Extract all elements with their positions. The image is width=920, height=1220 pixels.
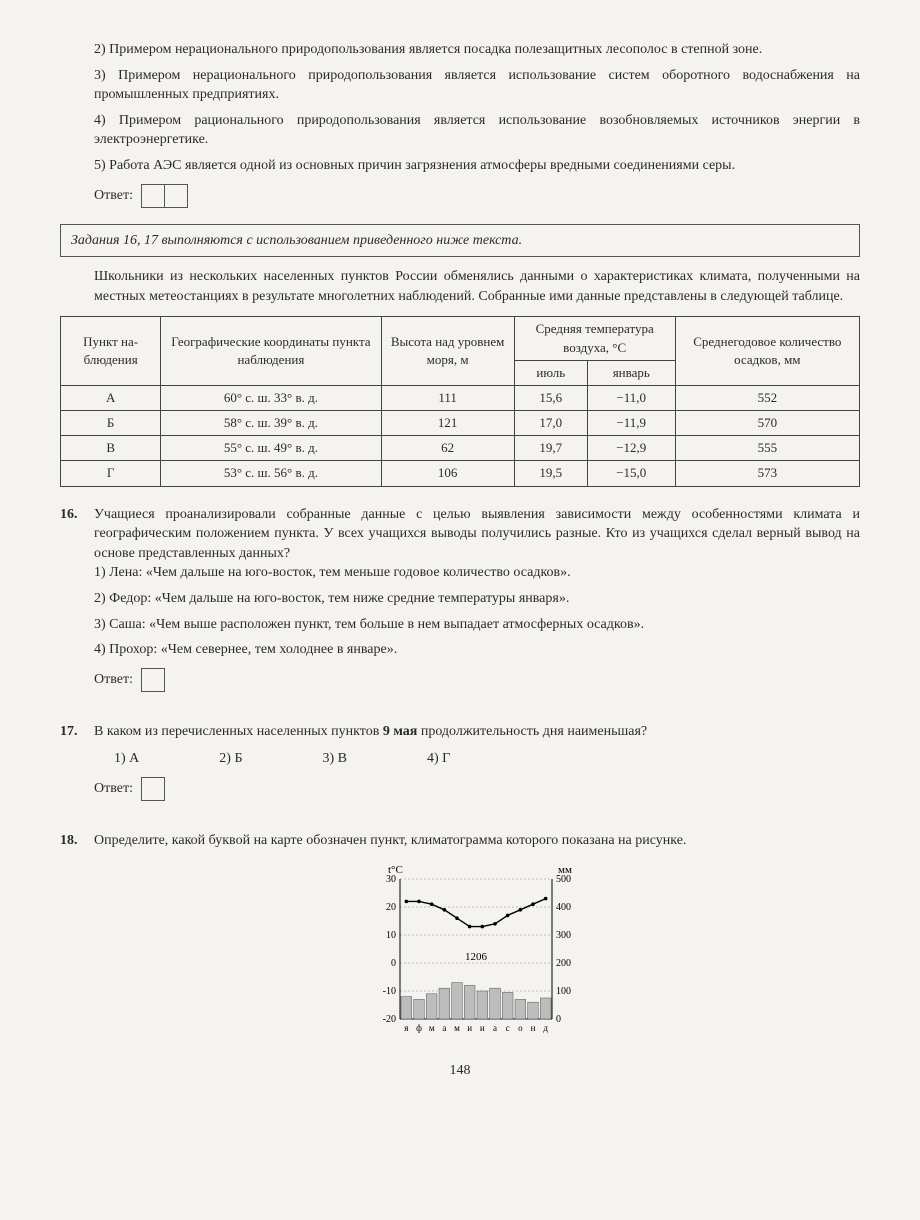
svg-text:н: н xyxy=(531,1023,536,1033)
q17-opt-v: 3) В xyxy=(322,749,347,769)
q16-opt-4: 4) Прохор: «Чем севернее, тем холоднее в… xyxy=(94,640,860,660)
answer-box-1[interactable] xyxy=(141,184,164,208)
answer-top: Ответ: xyxy=(94,184,860,208)
item-3: 3) Примером нерационального природопольз… xyxy=(94,66,860,105)
svg-text:200: 200 xyxy=(556,958,571,969)
climatogram-chart: t°Cмм3020100-10-2050040030020010001206яф… xyxy=(362,861,592,1041)
q17-opt-a: 1) А xyxy=(114,749,139,769)
top-items: 2) Примером нерационального природопольз… xyxy=(94,40,860,208)
svg-text:м: м xyxy=(454,1023,460,1033)
svg-text:400: 400 xyxy=(556,902,571,913)
svg-text:10: 10 xyxy=(386,930,396,941)
svg-text:я: я xyxy=(404,1023,408,1033)
svg-text:20: 20 xyxy=(386,902,396,913)
svg-text:м: м xyxy=(429,1023,435,1033)
svg-text:300: 300 xyxy=(556,930,571,941)
svg-text:0: 0 xyxy=(556,1014,561,1025)
svg-text:о: о xyxy=(518,1023,523,1033)
svg-text:а: а xyxy=(442,1023,446,1033)
svg-text:500: 500 xyxy=(556,874,571,885)
svg-text:0: 0 xyxy=(391,958,396,969)
q16-text: Учащиеся проанализировали собранные данн… xyxy=(94,505,860,564)
svg-text:а: а xyxy=(493,1023,497,1033)
item-5: 5) Работа АЭС является одной из основных… xyxy=(94,156,860,176)
q18-text: Определите, какой буквой на карте обозна… xyxy=(94,831,860,851)
svg-text:и: и xyxy=(480,1023,485,1033)
item-4: 4) Примером рационального природопользов… xyxy=(94,111,860,150)
answer-17: Ответ: xyxy=(94,777,860,801)
table-header-row: Пункт на­блюдения Географические ко­орди… xyxy=(61,317,860,360)
svg-text:30: 30 xyxy=(386,874,396,885)
svg-text:-10: -10 xyxy=(383,986,396,997)
q17-opt-b: 2) Б xyxy=(219,749,242,769)
intro-text: Школьники из нескольких населенных пункт… xyxy=(94,267,860,306)
q16-opt-3: 3) Саша: «Чем выше расположен пункт, тем… xyxy=(94,615,860,635)
question-18: 18. Определите, какой буквой на карте об… xyxy=(60,831,860,1041)
answer-box-17[interactable] xyxy=(141,777,165,801)
q16-opt-1: 1) Лена: «Чем дальше на юго-восток, тем … xyxy=(94,563,860,583)
svg-text:1206: 1206 xyxy=(465,951,488,963)
table-row: А60° с. ш. 33° в. д.11115,6−11,0552 xyxy=(61,385,860,410)
q17-text: В каком из перечисленных населенных пунк… xyxy=(94,722,860,742)
question-17: 17. В каком из перечисленных населенных … xyxy=(60,722,860,817)
climatogram-wrap: t°Cмм3020100-10-2050040030020010001206яф… xyxy=(94,861,860,1041)
table-row: В55° с. ш. 49° в. д.6219,7−12,9555 xyxy=(61,436,860,461)
answer-box-16[interactable] xyxy=(141,668,165,692)
svg-text:ф: ф xyxy=(416,1023,422,1033)
question-16: 16. Учащиеся проанализировали собранные … xyxy=(60,505,860,708)
climate-table: Пункт на­блюдения Географические ко­орди… xyxy=(60,316,860,486)
answer-box-2[interactable] xyxy=(164,184,188,208)
svg-text:д: д xyxy=(543,1023,548,1033)
q17-options: 1) А 2) Б 3) В 4) Г xyxy=(114,749,860,769)
svg-text:-20: -20 xyxy=(383,1014,396,1025)
table-row: Б58° с. ш. 39° в. д.12117,0−11,9570 xyxy=(61,411,860,436)
q16-opt-2: 2) Федор: «Чем дальше на юго-восток, тем… xyxy=(94,589,860,609)
item-2: 2) Примером нерационального природопольз… xyxy=(94,40,860,60)
instruction-box: Задания 16, 17 выполняются с использован… xyxy=(60,224,860,258)
answer-label: Ответ: xyxy=(94,186,133,206)
svg-text:100: 100 xyxy=(556,986,571,997)
answer-16: Ответ: xyxy=(94,668,860,692)
q17-opt-g: 4) Г xyxy=(427,749,450,769)
svg-text:с: с xyxy=(506,1023,510,1033)
svg-text:и: и xyxy=(467,1023,472,1033)
table-row: Г53° с. ш. 56° в. д.10619,5−15,0573 xyxy=(61,461,860,486)
page-number: 148 xyxy=(60,1061,860,1081)
